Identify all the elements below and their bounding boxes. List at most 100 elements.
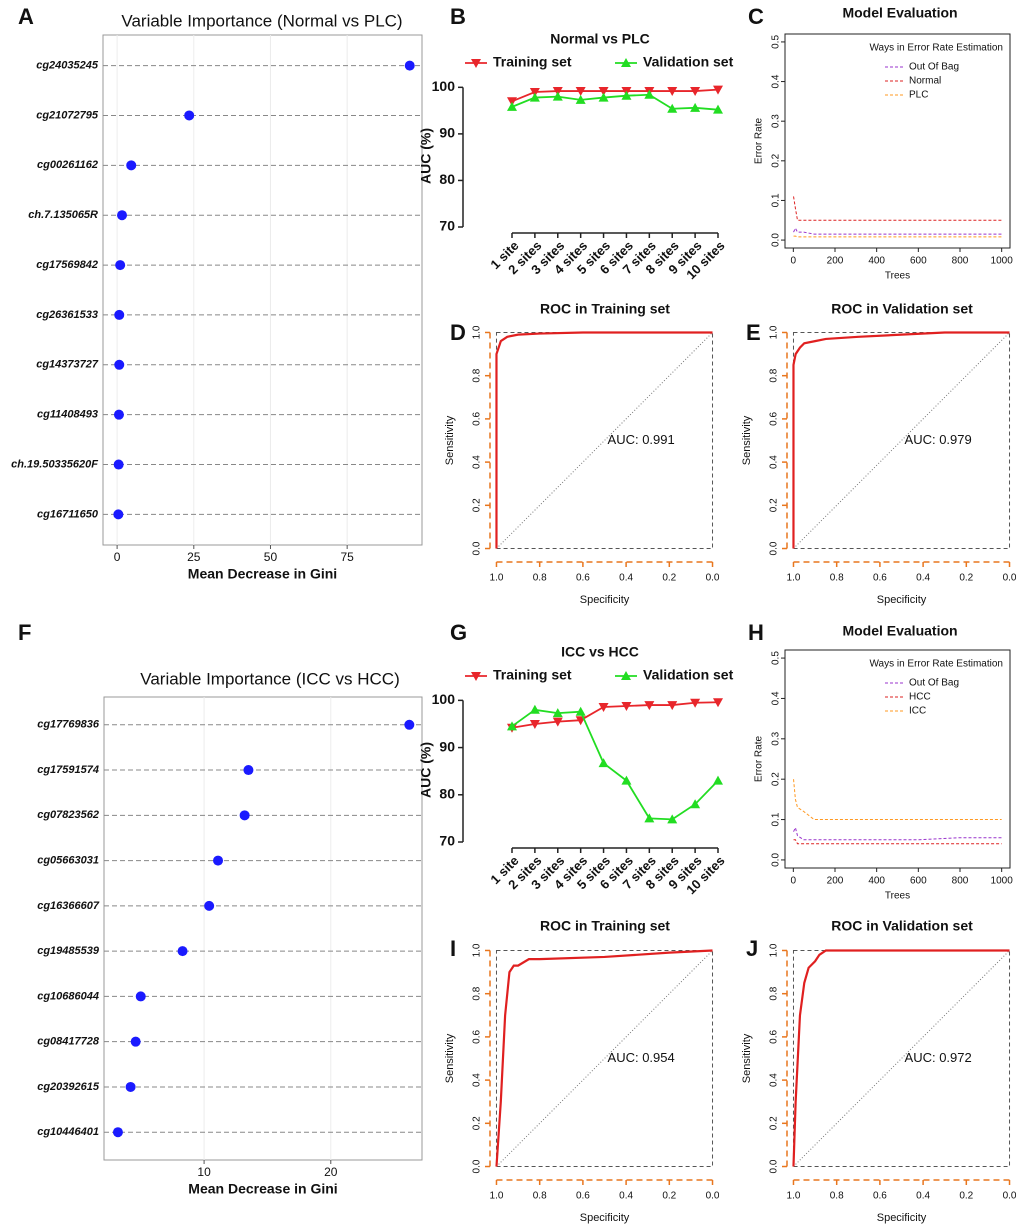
x-tick-label: 0.8: [533, 573, 547, 584]
x-tick-label: 0.0: [1003, 573, 1017, 584]
panel-title: ICC vs HCC: [561, 644, 639, 660]
marker: [575, 94, 586, 104]
dot: [243, 765, 254, 776]
y-tick-label: 90: [439, 738, 455, 754]
x-tick-label: 0.4: [916, 1191, 930, 1202]
dot: [135, 991, 146, 1002]
y-axis-label: Sensitivity: [741, 415, 753, 465]
y-tick-label: cg19485539: [37, 945, 100, 957]
roc-curve: [495, 331, 713, 549]
y-tick-label: 0.8: [472, 986, 483, 1000]
x-tick-label: 0.4: [916, 573, 930, 584]
panel-title: ROC in Training set: [540, 918, 670, 934]
y-tick-label: 0.5: [771, 651, 782, 665]
dot: [239, 810, 250, 821]
dot: [113, 459, 124, 470]
series-line: [511, 88, 719, 103]
marker: [621, 58, 631, 67]
y-tick-label: 70: [439, 833, 455, 849]
x-axis-label: Mean Decrease in Gini: [188, 566, 337, 582]
marker: [552, 91, 563, 101]
y-tick-label: cg17569842: [36, 259, 98, 271]
plot-box: [103, 696, 423, 1161]
y-tick-label: 0.3: [771, 114, 782, 128]
x-tick-label: 0.0: [1003, 1191, 1017, 1202]
x-tick-label: 1.0: [787, 573, 801, 584]
dot: [184, 110, 195, 121]
plot-box: [102, 34, 423, 546]
dot: [126, 160, 137, 171]
y-tick-label: 0.2: [769, 498, 780, 512]
roc-curve: [495, 949, 713, 1167]
x-tick-label: 600: [910, 256, 927, 267]
panel-letter: J: [746, 936, 758, 961]
dot: [113, 509, 124, 520]
x-axis-label: Trees: [885, 271, 910, 282]
y-tick-label: 0.4: [769, 455, 780, 469]
x-tick-label: 800: [952, 876, 969, 887]
panel-title: Variable Importance (ICC vs HCC): [140, 669, 399, 688]
marker: [598, 87, 609, 97]
marker: [507, 101, 517, 111]
y-tick-label: 0.4: [472, 1073, 483, 1087]
legend-title: Ways in Error Rate Estimation: [869, 659, 1003, 670]
x-tick-label: 50: [264, 550, 278, 564]
y-tick-label: cg05663031: [37, 854, 99, 866]
y-tick-label: cg24035245: [36, 60, 99, 72]
roc-curve: [792, 331, 1010, 549]
marker: [507, 97, 517, 107]
x-tick-label: 200: [827, 876, 844, 887]
legend-label: ICC: [909, 706, 926, 717]
marker: [667, 87, 678, 97]
legend-title: Ways in Error Rate Estimation: [869, 43, 1003, 54]
marker: [552, 717, 563, 727]
y-tick-label: 80: [439, 171, 455, 187]
panel-title: Normal vs PLC: [550, 31, 650, 47]
marker: [621, 671, 631, 680]
marker: [529, 92, 540, 102]
diagonal: [793, 332, 1010, 549]
x-tick-label: 0.6: [873, 573, 887, 584]
dot: [177, 946, 188, 957]
marker: [552, 708, 563, 718]
dot: [115, 260, 126, 271]
dot: [114, 359, 125, 370]
dot: [117, 210, 128, 221]
diagonal: [496, 950, 713, 1167]
dot: [404, 60, 415, 71]
dot: [204, 900, 215, 911]
annotation: AUC: 0.972: [905, 1050, 972, 1065]
marker: [667, 701, 678, 711]
x-tick-label: 0.2: [959, 573, 973, 584]
y-tick-label: 0.0: [472, 541, 483, 555]
x-tick-label: 0.2: [662, 1191, 676, 1202]
y-tick-label: 0.0: [472, 1159, 483, 1173]
x-axis-label: Trees: [885, 891, 910, 902]
y-tick-label: 0.6: [769, 1030, 780, 1044]
x-tick-label: 0.8: [830, 1191, 844, 1202]
x-tick-label: 600: [910, 876, 927, 887]
y-tick-label: cg08417728: [37, 1036, 100, 1048]
x-tick-label: 400: [868, 256, 885, 267]
panel-letter: F: [18, 620, 31, 645]
marker: [529, 704, 540, 714]
y-tick-label: 1.0: [769, 943, 780, 957]
x-tick-label: 1000: [991, 256, 1014, 267]
annotation: AUC: 0.954: [608, 1050, 675, 1065]
panel-title: Model Evaluation: [842, 623, 957, 639]
roc-curve: [792, 949, 1010, 1167]
marker: [598, 92, 609, 102]
x-tick-label: 0.8: [533, 1191, 547, 1202]
y-tick-label: cg11408493: [37, 409, 98, 421]
y-tick-label: 0.2: [472, 498, 483, 512]
y-tick-label: cg07823562: [37, 809, 99, 821]
series-line: [511, 701, 719, 729]
x-tick-label: 0.6: [873, 1191, 887, 1202]
y-tick-label: 0.2: [771, 153, 782, 167]
panel-letter: G: [450, 620, 467, 645]
y-tick-label: cg17769836: [37, 719, 100, 731]
y-tick-label: 70: [439, 218, 455, 234]
x-tick-label: 0.2: [662, 573, 676, 584]
plot-box: [784, 33, 1011, 249]
